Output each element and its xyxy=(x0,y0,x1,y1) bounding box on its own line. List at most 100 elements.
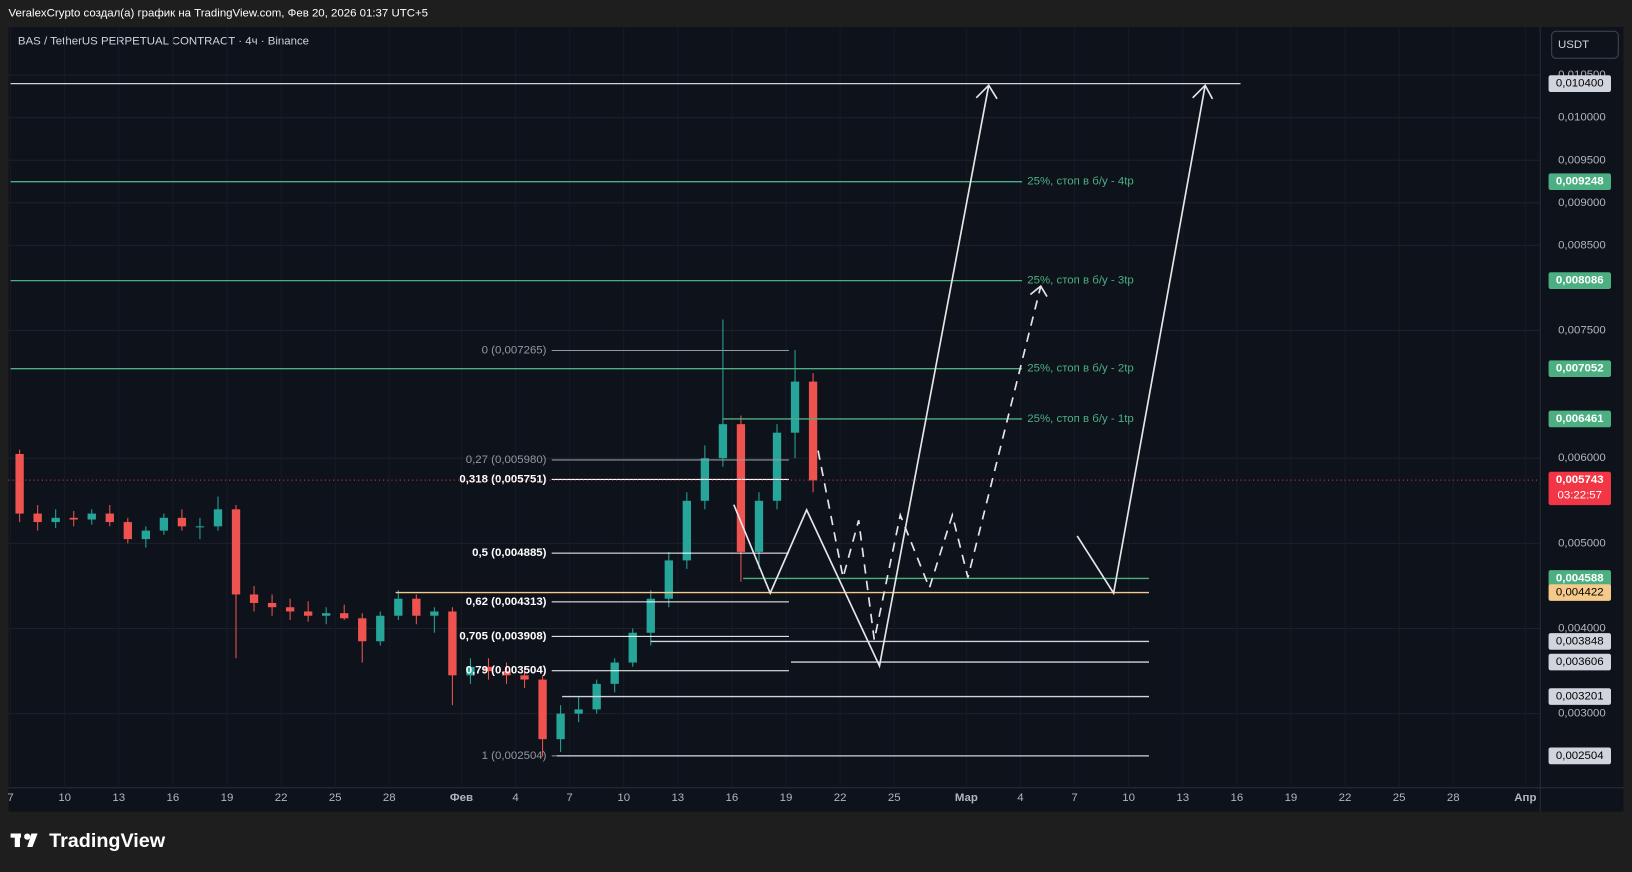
price-box xyxy=(1548,75,1611,92)
price-label: 0,004588 xyxy=(1556,572,1604,584)
candle-body xyxy=(340,613,349,619)
candle-body xyxy=(303,611,313,616)
fib-label: 0,79 (0,003504) xyxy=(466,665,547,677)
candle-body xyxy=(502,671,511,676)
level-note: 25%, стоп в б/у - 2tp xyxy=(1027,363,1134,375)
y-tick-label: 0,005000 xyxy=(1558,537,1606,549)
logo-text: TradingView xyxy=(49,830,166,852)
candle-body xyxy=(249,594,259,603)
candle-body xyxy=(51,517,60,523)
y-tick-label: 0,009000 xyxy=(1558,197,1606,209)
candle-body xyxy=(195,526,205,528)
candle-body xyxy=(213,509,223,527)
candle-body xyxy=(610,662,619,684)
candle-body xyxy=(87,513,96,520)
price-box xyxy=(1548,360,1611,377)
candle-body xyxy=(285,607,295,612)
candle-body xyxy=(394,598,403,616)
x-tick-label: 10 xyxy=(617,792,630,804)
x-tick-label: 13 xyxy=(1176,792,1189,804)
candle-body xyxy=(808,381,818,481)
price-label: 0,003201 xyxy=(1556,691,1604,703)
price-box xyxy=(1548,688,1611,705)
fib-label: 0,62 (0,004313) xyxy=(466,596,547,608)
level-note: 25%, стоп в б/у - 1tp xyxy=(1027,413,1134,425)
candle-body xyxy=(105,513,114,523)
candle-body xyxy=(123,522,132,540)
candle-body xyxy=(15,453,24,514)
x-tick-label: 19 xyxy=(780,792,793,804)
projection-path xyxy=(1076,85,1206,596)
y-tick-label: 0,010000 xyxy=(1558,112,1606,124)
x-tick-label: 25 xyxy=(888,792,901,804)
x-tick-label: 4 xyxy=(512,792,519,804)
candle-body xyxy=(682,500,692,561)
candle-body xyxy=(33,513,42,523)
currency-label: USDT xyxy=(1558,39,1589,51)
candle-body xyxy=(556,713,565,740)
price-label: 0,003848 xyxy=(1556,635,1604,647)
x-tick-label: 28 xyxy=(383,792,396,804)
price-box xyxy=(1548,410,1611,428)
candles xyxy=(15,319,818,757)
x-tick-label: 16 xyxy=(726,792,739,804)
price-label: 0,005743 xyxy=(1556,474,1604,486)
price-label: 0,008086 xyxy=(1556,275,1604,287)
y-tick-label: 0,006000 xyxy=(1558,452,1606,464)
x-tick-label: 16 xyxy=(1230,792,1243,804)
price-label: 0,003606 xyxy=(1556,656,1604,668)
levels: 0 (0,007265) 0,27 (0,005980) 0,318 (0,0057… xyxy=(8,82,1541,762)
countdown: 03:22:57 xyxy=(1558,490,1603,502)
y-tick-label: 0,009500 xyxy=(1558,154,1606,166)
fib-label: 0,27 (0,005980) xyxy=(466,454,547,466)
candle-body xyxy=(69,517,78,520)
candle-body xyxy=(412,598,421,616)
price-label: 0,007052 xyxy=(1556,363,1604,375)
price-box xyxy=(1548,173,1611,191)
x-tick-label: 10 xyxy=(1122,792,1135,804)
price-label: 0,010400 xyxy=(1556,78,1604,90)
candle-body xyxy=(538,679,547,740)
candle-body xyxy=(736,424,746,552)
fib-label: 1 (0,002504) xyxy=(482,750,547,762)
x-tick-label: 7 xyxy=(7,792,13,804)
projection xyxy=(733,83,1214,669)
x-tick-label: Апр xyxy=(1514,792,1536,804)
axes: 0,003000 0,004000 0,005000 0,006000 0,007500… xyxy=(7,69,1611,804)
candle-body xyxy=(448,611,457,676)
projection-dashed xyxy=(817,285,1042,641)
candle-body xyxy=(358,618,367,642)
arrow-head xyxy=(1029,284,1048,297)
price-label: 0,006461 xyxy=(1556,413,1604,425)
level-note: 25%, стоп в б/у - 4tp xyxy=(1027,176,1134,188)
fib-label: 0,705 (0,003908) xyxy=(459,630,546,642)
price-box xyxy=(1548,633,1611,650)
candle-body xyxy=(376,615,385,642)
price-label: 0,002504 xyxy=(1556,750,1604,762)
logo-mark xyxy=(14,833,20,848)
y-tick-label: 0,008500 xyxy=(1558,239,1606,251)
currency-button[interactable] xyxy=(1551,30,1619,59)
x-tick-label: 13 xyxy=(671,792,684,804)
candle-body xyxy=(574,709,583,714)
candle-body xyxy=(664,560,673,599)
y-tick-label: 0,004000 xyxy=(1558,623,1606,635)
candle-body xyxy=(267,602,277,608)
arrow-head xyxy=(1192,83,1214,100)
x-tick-label: 25 xyxy=(329,792,342,804)
logo: TradingView xyxy=(10,830,166,852)
fib-label: 0,5 (0,004885) xyxy=(472,547,547,559)
logo-mark xyxy=(27,833,38,848)
candle-body xyxy=(322,613,331,616)
logo-mark xyxy=(24,833,31,840)
candle-body xyxy=(141,530,151,540)
x-tick-label: Фев xyxy=(450,792,473,804)
x-tick-label: 7 xyxy=(1071,792,1077,804)
candle-body xyxy=(159,517,169,531)
x-tick-label: 19 xyxy=(1285,792,1298,804)
candle-body xyxy=(790,381,800,433)
candle-body xyxy=(430,611,439,616)
x-tick-label: 25 xyxy=(1393,792,1406,804)
